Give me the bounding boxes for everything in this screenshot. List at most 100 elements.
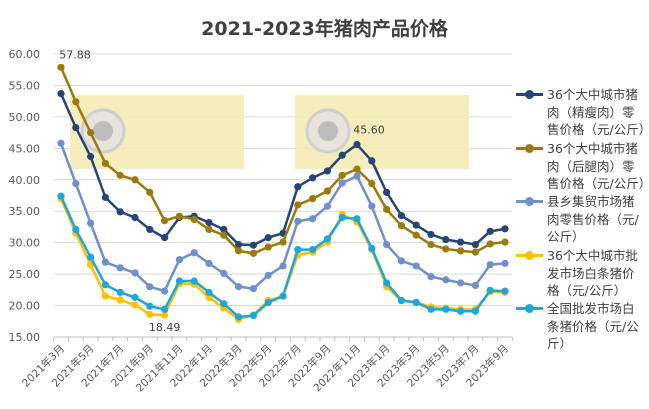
data-label: 18.49: [149, 321, 181, 334]
legend-label: 全国批发市场白条猪价格（元/公斤）: [547, 301, 639, 351]
data-point: [235, 247, 243, 255]
data-point: [279, 262, 287, 270]
data-point: [116, 264, 124, 272]
data-point: [471, 307, 479, 315]
data-point: [323, 202, 331, 210]
data-point: [131, 301, 139, 309]
data-point: [131, 269, 139, 277]
data-point: [427, 230, 435, 239]
data-point: [205, 293, 213, 301]
data-point: [220, 269, 228, 278]
watermark-eye-pupil: [93, 121, 113, 141]
data-point: [501, 225, 509, 233]
data-point: [87, 129, 95, 137]
series-line-4: [59, 198, 506, 321]
y-tick-label: 25.00: [9, 268, 41, 281]
data-point: [264, 243, 272, 251]
data-point: [427, 273, 435, 281]
data-point: [294, 201, 302, 209]
data-point: [353, 215, 361, 223]
data-point: [353, 140, 361, 149]
data-point: [279, 238, 287, 246]
data-point: [175, 277, 183, 285]
legend-marker-icon: [516, 304, 543, 313]
data-point: [205, 225, 213, 234]
data-point: [412, 221, 420, 229]
data-point: [72, 225, 80, 234]
legend-label: 县乡集贸市场猪肉零售价格（元/公斤）: [547, 194, 639, 244]
data-point: [294, 183, 302, 191]
data-point: [249, 249, 257, 257]
data-point: [57, 139, 65, 147]
y-tick-label: 50.00: [9, 111, 41, 124]
data-point: [220, 231, 228, 239]
data-point: [249, 312, 257, 320]
data-point: [397, 222, 405, 230]
data-point: [87, 152, 95, 161]
data-point: [190, 277, 198, 285]
data-point: [457, 307, 465, 315]
data-point: [397, 212, 405, 220]
legend-item[interactable]: 36个大中城市批发市场白条猪价格（元/公斤）: [516, 247, 646, 300]
legend-item[interactable]: 县乡集贸市场猪肉零售价格（元/公斤）: [516, 193, 646, 246]
data-point: [471, 281, 479, 290]
data-point: [397, 296, 405, 305]
data-point: [442, 245, 450, 253]
legend-item[interactable]: 全国批发市场白条猪价格（元/公斤）: [516, 300, 646, 353]
data-point: [116, 171, 124, 179]
data-point: [264, 298, 272, 307]
data-point: [235, 313, 243, 321]
data-point: [294, 245, 302, 254]
data-point: [161, 217, 169, 225]
data-point: [161, 311, 169, 319]
data-point: [368, 202, 376, 210]
data-point: [190, 215, 198, 223]
legend-label: 36个大中城市批发市场白条猪价格（元/公斤）: [547, 248, 638, 298]
data-point: [397, 257, 405, 265]
data-point: [264, 271, 272, 279]
data-point: [309, 215, 317, 223]
data-point: [383, 279, 391, 287]
data-point: [116, 296, 124, 304]
data-point: [471, 248, 479, 256]
data-point: [412, 231, 420, 239]
chart-title: 2021-2023年猪肉产品价格: [201, 18, 448, 40]
data-point: [101, 258, 109, 266]
data-point: [457, 247, 465, 255]
data-point: [264, 234, 272, 242]
data-label: 45.60: [353, 124, 385, 137]
data-point: [412, 262, 420, 270]
data-point: [220, 300, 228, 308]
data-point: [353, 165, 361, 173]
data-point: [323, 187, 331, 195]
data-point: [279, 292, 287, 300]
data-point: [131, 176, 139, 184]
data-point: [309, 245, 317, 254]
data-point: [146, 302, 154, 310]
data-point: [338, 179, 346, 187]
data-point: [338, 171, 346, 179]
data-point: [486, 286, 494, 295]
y-tick-label: 15.00: [9, 331, 41, 344]
data-point: [309, 195, 317, 203]
data-point: [471, 240, 479, 249]
data-point: [383, 205, 391, 213]
data-point: [72, 98, 80, 106]
data-point: [161, 234, 169, 242]
y-tick-label: 30.00: [9, 237, 41, 250]
data-point: [309, 174, 317, 182]
legend-marker-icon: [516, 90, 543, 99]
data-point: [457, 279, 465, 287]
data-point: [235, 240, 243, 249]
data-point: [72, 123, 80, 132]
y-tick-label: 55.00: [9, 79, 41, 92]
y-tick-label: 20.00: [9, 300, 41, 313]
data-point: [101, 159, 109, 168]
legend-item[interactable]: 36个大中城市猪肉（精瘦肉）零售价格（元/公斤）: [516, 86, 649, 139]
data-point: [235, 283, 243, 291]
data-point: [146, 188, 154, 196]
data-point: [442, 276, 450, 284]
data-point: [486, 261, 494, 269]
legend-item[interactable]: 36个大中城市猪肉（后腿肉）零售价格（元/公斤）: [516, 140, 649, 193]
